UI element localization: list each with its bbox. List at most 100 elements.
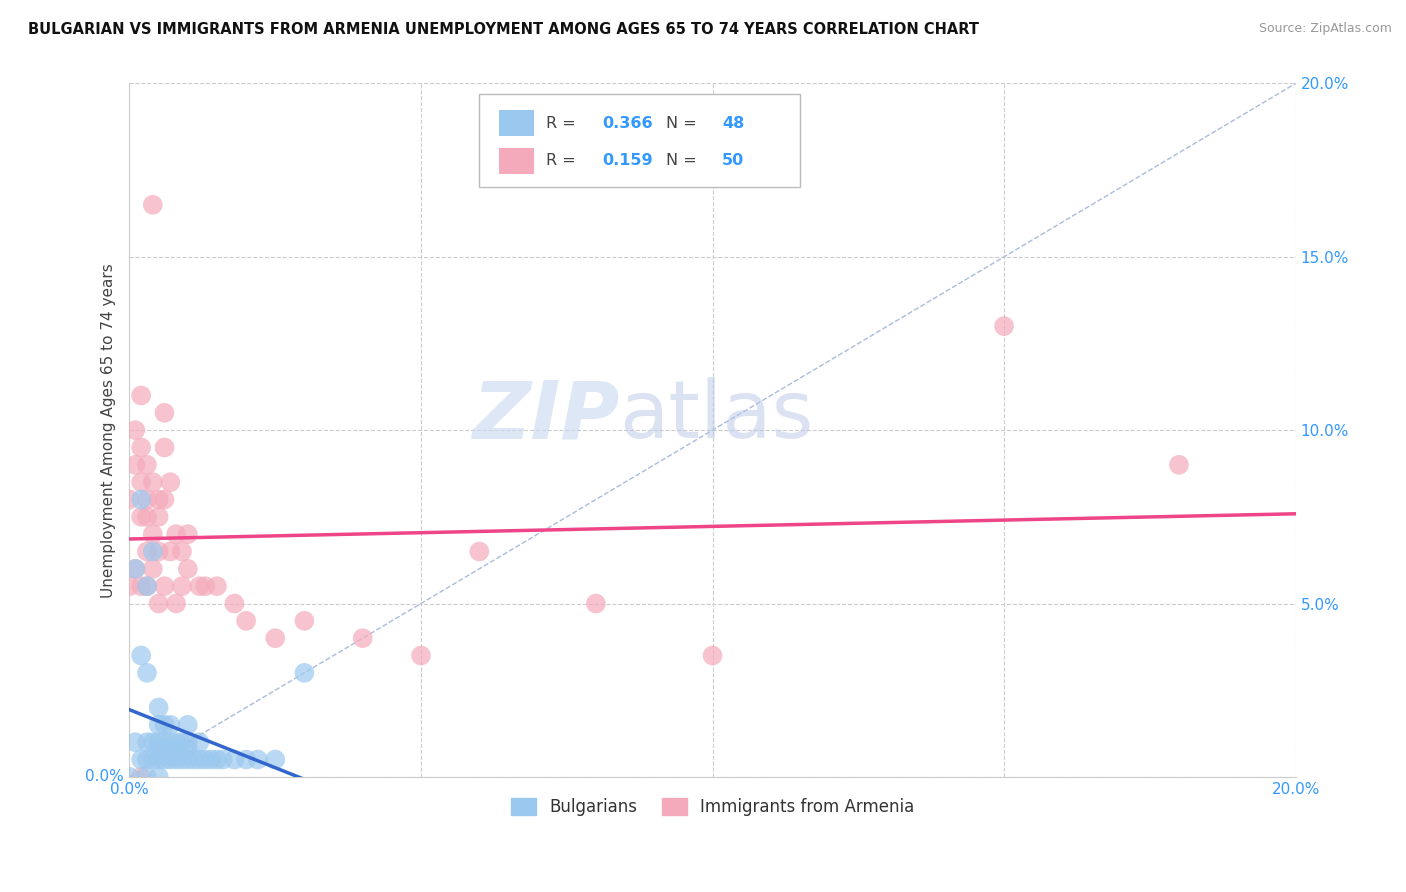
Point [148, 544, 170, 558]
Legend: Bulgarians, Immigrants from Armenia: Bulgarians, Immigrants from Armenia [502, 789, 922, 824]
Point [142, 752, 165, 766]
Point [188, 752, 211, 766]
Point [352, 631, 374, 645]
Point [159, 718, 181, 732]
Y-axis label: Unemployment Among Ages 65 to 74 years: Unemployment Among Ages 65 to 74 years [101, 263, 115, 598]
Point [136, 752, 159, 766]
Point [165, 752, 187, 766]
Point [194, 579, 217, 593]
Point [224, 597, 246, 611]
Point [165, 735, 187, 749]
Point [153, 752, 176, 766]
Point [468, 544, 491, 558]
Point [177, 735, 200, 749]
Point [159, 735, 181, 749]
Point [118, 579, 141, 593]
Point [294, 614, 316, 628]
Point [129, 475, 152, 490]
Point [188, 579, 211, 593]
Text: R =: R = [546, 153, 581, 168]
Point [170, 735, 193, 749]
Point [129, 579, 152, 593]
Point [165, 597, 187, 611]
Point [136, 544, 159, 558]
Text: atlas: atlas [619, 377, 814, 455]
Point [159, 544, 181, 558]
Point [1168, 458, 1191, 472]
Text: BULGARIAN VS IMMIGRANTS FROM ARMENIA UNEMPLOYMENT AMONG AGES 65 TO 74 YEARS CORR: BULGARIAN VS IMMIGRANTS FROM ARMENIA UNE… [28, 22, 979, 37]
Point [142, 735, 165, 749]
Point [148, 770, 170, 784]
Point [294, 665, 316, 680]
Point [170, 752, 193, 766]
Point [205, 752, 228, 766]
Point [124, 735, 146, 749]
Point [264, 752, 287, 766]
Point [159, 752, 181, 766]
Point [224, 752, 246, 766]
Point [177, 742, 200, 756]
Point [129, 648, 152, 663]
Point [177, 718, 200, 732]
Point [148, 718, 170, 732]
Point [142, 475, 165, 490]
Point [183, 752, 205, 766]
Text: R =: R = [546, 116, 581, 131]
Point [585, 597, 607, 611]
Point [136, 770, 159, 784]
Point [129, 388, 152, 402]
Point [129, 770, 152, 784]
Point [136, 579, 159, 593]
Point [200, 752, 222, 766]
Point [264, 631, 287, 645]
Point [136, 509, 159, 524]
Point [188, 735, 211, 749]
Point [148, 742, 170, 756]
Point [177, 527, 200, 541]
Point [153, 718, 176, 732]
Text: ZIP: ZIP [472, 377, 619, 455]
Point [148, 700, 170, 714]
Point [194, 752, 217, 766]
Text: N =: N = [666, 153, 702, 168]
Point [246, 752, 269, 766]
Point [124, 562, 146, 576]
Point [993, 319, 1015, 334]
Point [142, 562, 165, 576]
Point [118, 770, 141, 784]
Point [136, 492, 159, 507]
Point [170, 544, 193, 558]
Text: 0.159: 0.159 [602, 153, 652, 168]
Point [142, 527, 165, 541]
Point [148, 735, 170, 749]
Point [235, 614, 257, 628]
Point [177, 752, 200, 766]
Point [124, 562, 146, 576]
Point [153, 492, 176, 507]
FancyBboxPatch shape [479, 94, 800, 187]
Point [153, 742, 176, 756]
Text: 48: 48 [721, 116, 744, 131]
Point [702, 648, 724, 663]
Point [165, 742, 187, 756]
Point [205, 579, 228, 593]
Point [148, 752, 170, 766]
Point [136, 665, 159, 680]
Point [148, 597, 170, 611]
Point [148, 509, 170, 524]
Bar [499, 147, 534, 174]
Point [235, 752, 257, 766]
Point [170, 579, 193, 593]
Point [136, 579, 159, 593]
Point [211, 752, 233, 766]
Point [142, 198, 165, 212]
Text: 50: 50 [721, 153, 744, 168]
Point [129, 509, 152, 524]
Point [409, 648, 432, 663]
Point [118, 492, 141, 507]
Point [136, 735, 159, 749]
Point [129, 441, 152, 455]
Point [153, 735, 176, 749]
Point [136, 458, 159, 472]
Point [177, 562, 200, 576]
